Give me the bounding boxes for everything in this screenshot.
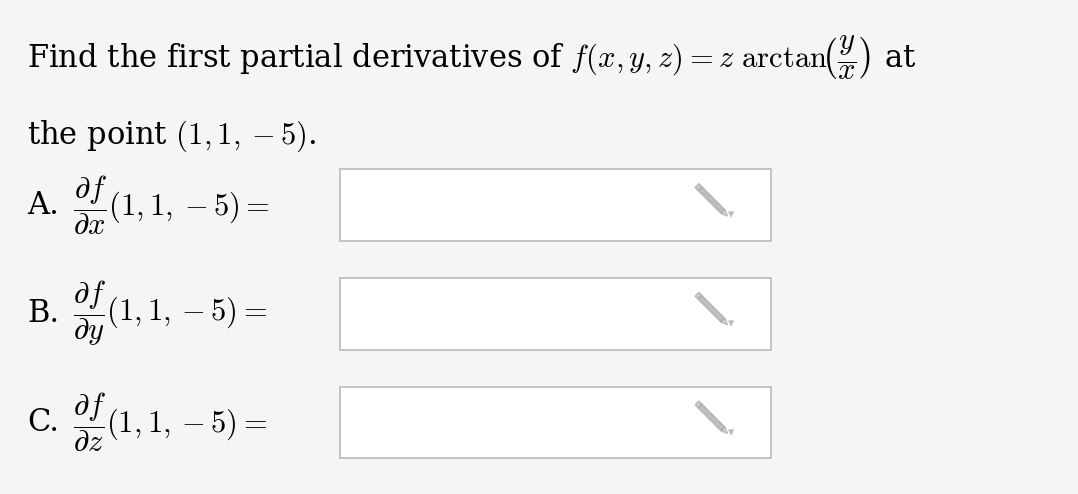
Polygon shape <box>695 292 702 299</box>
FancyBboxPatch shape <box>340 387 771 458</box>
Text: ▾: ▾ <box>728 317 734 330</box>
Text: $\dfrac{\partial f}{\partial x}(1, 1, -5) =$: $\dfrac{\partial f}{\partial x}(1, 1, -5… <box>73 173 270 237</box>
FancyBboxPatch shape <box>340 169 771 241</box>
Polygon shape <box>699 295 724 322</box>
Text: C.: C. <box>27 407 59 438</box>
Text: Find the first partial derivatives of $f(x, y, z) = z\ \mathrm{arctan}\!\left(\d: Find the first partial derivatives of $f… <box>27 35 916 82</box>
Polygon shape <box>699 404 724 431</box>
Polygon shape <box>699 187 724 213</box>
Text: $\dfrac{\partial f}{\partial y}(1, 1, -5) =$: $\dfrac{\partial f}{\partial y}(1, 1, -5… <box>73 279 267 348</box>
Polygon shape <box>695 184 702 191</box>
Text: B.: B. <box>27 298 59 329</box>
Polygon shape <box>695 401 702 408</box>
Polygon shape <box>721 427 728 433</box>
Polygon shape <box>721 209 728 216</box>
Text: ▾: ▾ <box>728 426 734 439</box>
Text: A.: A. <box>27 190 59 220</box>
Text: ▾: ▾ <box>728 208 734 221</box>
Text: the point $(1, 1, -5)$.: the point $(1, 1, -5)$. <box>27 119 316 154</box>
FancyBboxPatch shape <box>340 278 771 350</box>
Text: $\dfrac{\partial f}{\partial z}(1, 1, -5) =$: $\dfrac{\partial f}{\partial z}(1, 1, -5… <box>73 391 267 454</box>
Polygon shape <box>721 318 728 325</box>
